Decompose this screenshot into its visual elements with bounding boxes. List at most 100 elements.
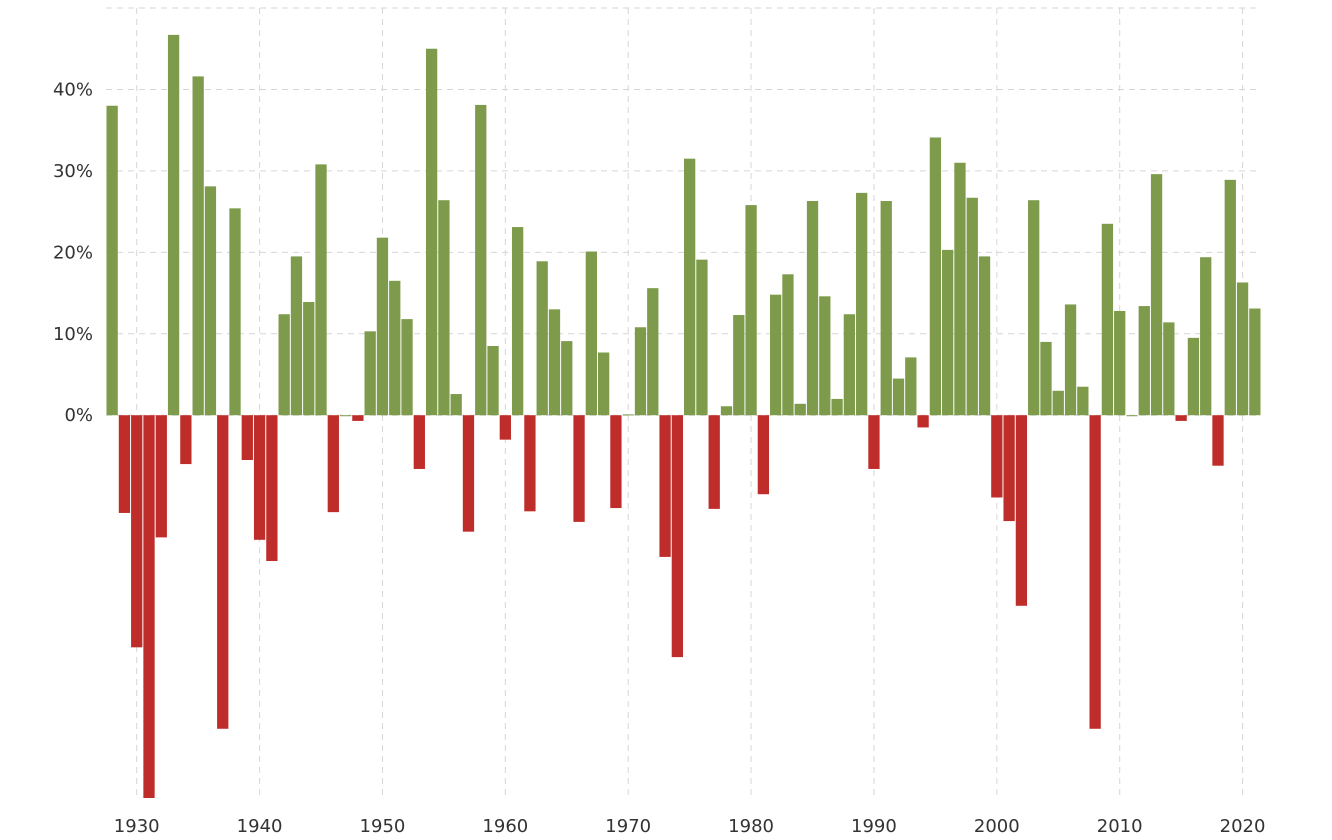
bar-1978 xyxy=(720,406,733,416)
bar-2019 xyxy=(1224,179,1236,416)
bar-1964 xyxy=(548,309,561,416)
bar-1940 xyxy=(253,415,266,540)
bar-1934 xyxy=(180,415,192,465)
bar-1986 xyxy=(819,296,831,416)
bar-1966 xyxy=(573,415,585,522)
bar-1995 xyxy=(929,137,942,416)
bar-1967 xyxy=(585,251,597,416)
bar-1985 xyxy=(806,201,819,416)
bar-1960 xyxy=(499,415,511,440)
bar-1998 xyxy=(966,197,978,416)
bar-1945 xyxy=(315,164,327,416)
x-tick-label: 1950 xyxy=(360,816,406,837)
bar-1933 xyxy=(167,34,180,416)
bar-1961 xyxy=(511,227,524,416)
bar-1943 xyxy=(290,256,303,416)
x-tick-label: 2020 xyxy=(1220,816,1266,837)
bar-1996 xyxy=(942,249,954,416)
y-axis-labels: 0% 10% 20% 30% 40% xyxy=(53,79,93,426)
bar-1941 xyxy=(266,415,278,561)
bar-2010 xyxy=(1114,310,1126,416)
bar-2002 xyxy=(1015,415,1028,606)
bar-1963 xyxy=(536,261,548,416)
bar-1965 xyxy=(561,341,573,416)
bar-1939 xyxy=(241,415,253,461)
bar-1959 xyxy=(487,345,499,416)
bar-1981 xyxy=(757,415,770,495)
bar-1936 xyxy=(204,186,217,416)
bar-1971 xyxy=(634,327,647,416)
bar-1968 xyxy=(597,352,610,416)
bar-1989 xyxy=(856,192,868,416)
bar-2005 xyxy=(1052,390,1064,416)
bar-1999 xyxy=(978,256,991,416)
bar-1930 xyxy=(131,415,143,648)
bar-2009 xyxy=(1101,223,1114,416)
bar-1976 xyxy=(696,259,708,416)
y-tick-label: 40% xyxy=(53,79,93,100)
x-tick-label: 1990 xyxy=(851,816,897,837)
bar-1935 xyxy=(192,76,204,416)
bar-1944 xyxy=(303,302,315,416)
bar-1977 xyxy=(708,415,720,509)
x-axis-labels: 1930 1940 1950 1960 1970 1980 1990 2000 2010 2020 xyxy=(114,816,1266,837)
x-tick-label: 1940 xyxy=(237,816,283,837)
bar-2003 xyxy=(1028,200,1040,416)
bar-2014 xyxy=(1163,322,1175,416)
bar-1956 xyxy=(450,394,462,416)
bar-2000 xyxy=(991,415,1003,498)
bar-2018 xyxy=(1212,415,1224,466)
bar-1928 xyxy=(106,105,118,416)
bar-1969 xyxy=(610,415,622,509)
bar-1929 xyxy=(118,415,131,513)
bars-layer xyxy=(106,34,1261,798)
bar-2006 xyxy=(1064,304,1077,416)
bar-2013 xyxy=(1150,174,1163,416)
bar-1991 xyxy=(880,201,892,416)
bar-1947 xyxy=(339,415,352,417)
bar-1973 xyxy=(659,415,671,557)
x-tick-label: 1980 xyxy=(728,816,774,837)
bar-1957 xyxy=(462,415,475,532)
bar-1962 xyxy=(524,415,536,512)
bar-1994 xyxy=(917,415,929,428)
x-tick-label: 2000 xyxy=(974,816,1020,837)
y-tick-label: 30% xyxy=(53,161,93,182)
bar-1946 xyxy=(327,415,339,513)
bar-1954 xyxy=(425,48,438,416)
bar-1975 xyxy=(684,158,696,416)
bar-2008 xyxy=(1089,415,1101,729)
bar-1984 xyxy=(794,403,806,416)
bar-1952 xyxy=(401,319,413,416)
bar-1990 xyxy=(868,415,880,469)
bar-1937 xyxy=(217,415,229,729)
bar-1938 xyxy=(229,208,241,416)
bar-2020 xyxy=(1236,282,1249,416)
x-tick-label: 1960 xyxy=(482,816,528,837)
bar-1948 xyxy=(352,415,364,421)
bar-1932 xyxy=(155,415,167,538)
bar-1988 xyxy=(843,314,856,416)
bar-2001 xyxy=(1003,415,1015,522)
bar-1993 xyxy=(905,357,917,416)
bar-1953 xyxy=(413,415,425,469)
bar-1972 xyxy=(647,288,659,416)
bar-2012 xyxy=(1138,306,1150,416)
y-tick-label: 0% xyxy=(64,405,93,426)
x-tick-label: 1930 xyxy=(114,816,160,837)
bar-2015 xyxy=(1175,415,1187,421)
x-tick-label: 2010 xyxy=(1097,816,1143,837)
bar-1949 xyxy=(364,331,376,416)
bar-1950 xyxy=(376,237,389,416)
y-tick-label: 20% xyxy=(53,242,93,263)
bar-1942 xyxy=(278,314,290,416)
bar-1970 xyxy=(622,414,634,416)
bar-1955 xyxy=(438,200,450,416)
bar-1979 xyxy=(733,315,745,416)
bar-2021 xyxy=(1249,308,1261,416)
y-tick-label: 10% xyxy=(53,324,93,345)
bar-1958 xyxy=(475,104,487,416)
bar-1982 xyxy=(770,294,782,416)
